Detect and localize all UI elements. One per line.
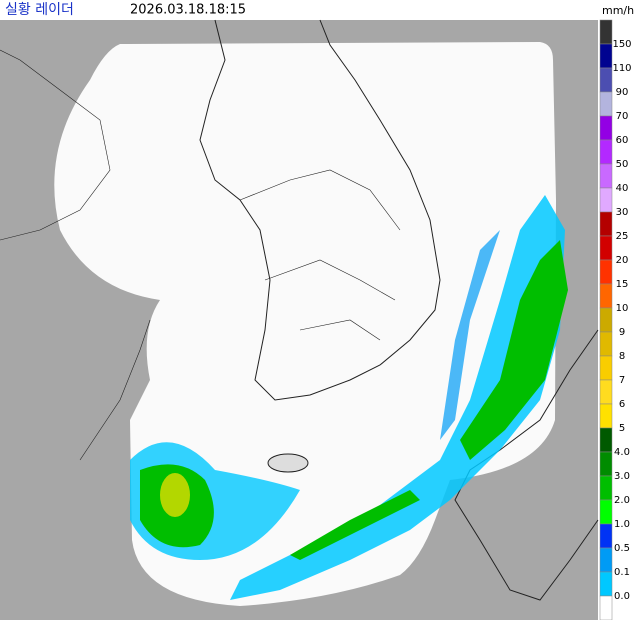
legend-swatch [599, 163, 613, 189]
legend-label: 25 [616, 231, 629, 242]
legend-swatch [599, 355, 613, 381]
legend-label: 1.0 [614, 519, 630, 530]
legend-label: 0.0 [614, 591, 630, 602]
legend-label: 8 [619, 351, 625, 362]
legend-label: 20 [616, 255, 629, 266]
west-coast [79, 319, 151, 461]
legend-swatch [599, 307, 613, 333]
legend-swatch [599, 259, 613, 285]
legend-swatch [599, 379, 613, 405]
legend-label: 4.0 [614, 447, 630, 458]
rain-band [440, 230, 500, 440]
legend-swatch [599, 427, 613, 453]
legend-swatch [599, 235, 613, 261]
coastlines [0, 19, 599, 601]
timestamp: 2026.03.18.18:15 [130, 3, 246, 18]
legend-label: 9 [619, 327, 625, 338]
peninsula-coast [199, 19, 441, 401]
legend-swatch [599, 19, 613, 45]
legend-swatch [599, 43, 613, 69]
legend-label: 3.0 [614, 471, 630, 482]
legend-label: 50 [616, 159, 629, 170]
china-coast [0, 49, 111, 241]
legend-swatch [599, 139, 613, 165]
legend-swatch [599, 187, 613, 213]
jeju-island [267, 453, 309, 473]
legend-swatch [599, 451, 613, 477]
legend-swatch [599, 595, 613, 620]
legend-swatch [599, 571, 613, 597]
legend: 150 110 90 70 60 50 40 30 25 20 15 10 9 8 7 6 5 4.0 3.0 2.0… [599, 19, 632, 620]
legend-swatch [599, 475, 613, 501]
legend-swatch [599, 283, 613, 309]
legend-label: 0.1 [614, 567, 630, 578]
rain-band [460, 240, 568, 460]
unit: mm/h [602, 4, 634, 17]
legend-label: 90 [616, 87, 629, 98]
rain-cell [160, 473, 190, 517]
legend-label: 2.0 [614, 495, 630, 506]
legend-label: 6 [619, 399, 625, 410]
legend-swatch [599, 403, 613, 429]
precipitation [130, 195, 568, 600]
legend-label: 10 [616, 303, 629, 314]
japan-coast [454, 329, 599, 601]
legend-label: 60 [616, 135, 629, 146]
legend-swatch [599, 499, 613, 525]
legend-swatch [599, 331, 613, 357]
rain-band [290, 490, 420, 560]
legend-swatch [599, 211, 613, 237]
legend-label: 7 [619, 375, 625, 386]
legend-label: 110 [612, 63, 631, 74]
province-borders [239, 169, 401, 341]
legend-label: 40 [616, 183, 629, 194]
map [0, 19, 599, 620]
legend-label: 30 [616, 207, 629, 218]
legend-label: 150 [612, 39, 631, 50]
legend-label: 15 [616, 279, 629, 290]
title: 실황 레이더 [5, 2, 74, 18]
legend-swatch [599, 67, 613, 93]
legend-swatch [599, 91, 613, 117]
legend-swatch [599, 115, 613, 141]
legend-swatch [599, 523, 613, 549]
legend-label: 70 [616, 111, 629, 122]
legend-swatch [599, 547, 613, 573]
legend-label: 5 [619, 423, 625, 434]
legend-label: 0.5 [614, 543, 630, 554]
